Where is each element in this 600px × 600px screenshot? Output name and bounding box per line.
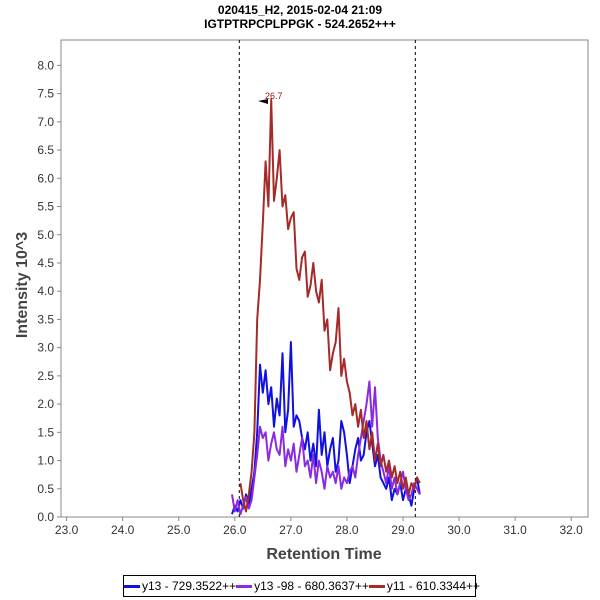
y-tick-label: 6.5 xyxy=(37,143,54,157)
x-tick-label: 23.0 xyxy=(55,523,79,537)
y-tick-label: 2.5 xyxy=(37,369,54,383)
x-tick-label: 27.0 xyxy=(279,523,303,537)
y-tick-label: 8.0 xyxy=(37,58,54,72)
x-tick-label: 29.0 xyxy=(391,523,415,537)
x-tick-label: 30.0 xyxy=(447,523,471,537)
legend-swatch xyxy=(236,584,253,588)
series-line-2 xyxy=(231,380,421,516)
peak-marker-icon xyxy=(258,99,268,104)
y-tick-label: 0.5 xyxy=(37,482,54,496)
y-tick-label: 5.0 xyxy=(37,228,54,242)
y-tick-label: 5.5 xyxy=(37,200,54,214)
chart-title: 020415_H2, 2015-02-04 21:09 xyxy=(218,3,382,17)
y-axis-label: Intensity 10^3 xyxy=(14,232,31,338)
peak-label: 26.7 xyxy=(265,91,283,101)
x-tick-label: 32.0 xyxy=(560,523,584,537)
x-tick-label: 26.0 xyxy=(223,523,247,537)
y-tick-label: 6.0 xyxy=(37,171,54,185)
y-tick-label: 4.5 xyxy=(37,256,54,270)
x-tick-label: 25.0 xyxy=(167,523,191,537)
x-axis-ticks: 23.0 24.0 25.0 26.0 27.0 28.0 29.0 30.0 31.0 32.0 xyxy=(55,517,583,537)
y-axis-ticks: 0.0 0.5 1.0 1.5 2.0 2.5 3.0 3.5 4.0 4.5 5.0 5.5 6.0 6… xyxy=(37,58,61,524)
integration-bounds xyxy=(238,40,416,517)
y-tick-label: 2.0 xyxy=(37,397,54,411)
plot-area xyxy=(60,39,589,518)
y-tick-label: 3.5 xyxy=(37,312,54,326)
legend-item-2: y13 -98 - 680.3637++ xyxy=(236,579,369,593)
chart-subtitle: IGTPTRPCPLPPGK - 524.2652+++ xyxy=(204,17,396,31)
y-tick-label: 4.0 xyxy=(37,284,54,298)
y-tick-label: 7.0 xyxy=(37,115,54,129)
x-tick-label: 31.0 xyxy=(503,523,527,537)
legend-label: y13 -98 - 680.3637++ xyxy=(254,579,369,593)
x-axis-label: Retention Time xyxy=(266,546,381,563)
y-tick-label: 1.0 xyxy=(37,454,54,468)
y-tick-label: 3.0 xyxy=(37,341,54,355)
x-tick-label: 24.0 xyxy=(111,523,135,537)
y-tick-label: 7.5 xyxy=(37,87,54,101)
legend-label: y11 - 610.3344++ xyxy=(386,579,481,593)
legend-label: y13 - 729.3522++ xyxy=(142,579,237,593)
legend-item-1: y13 - 729.3522++ xyxy=(124,579,236,593)
legend: y13 - 729.3522++ y13 -98 - 680.3637++ y11 … xyxy=(123,575,480,597)
series-line-1 xyxy=(231,341,421,515)
y-tick-label: 0.0 xyxy=(37,510,54,524)
legend-item-3: y11 - 610.3344++ xyxy=(368,579,481,593)
series-lines xyxy=(231,98,421,516)
y-tick-label: 1.5 xyxy=(37,425,54,439)
legend-swatch xyxy=(368,584,385,588)
series-line-3 xyxy=(239,98,421,513)
x-tick-label: 28.0 xyxy=(335,523,359,537)
legend-swatch xyxy=(124,584,140,588)
